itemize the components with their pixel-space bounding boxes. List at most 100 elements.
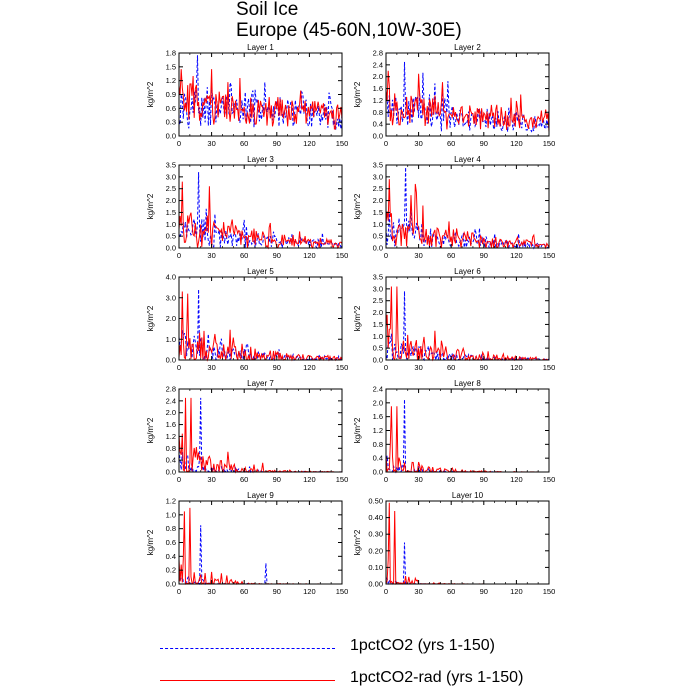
x-tick-label: 30	[414, 139, 422, 148]
y-tick-label: 0.0	[166, 132, 176, 141]
x-tick-label: 30	[414, 251, 422, 260]
x-tick-label: 120	[510, 251, 523, 260]
y-tick-label: 0.5	[373, 232, 383, 241]
y-tick-label: 2.4	[373, 60, 383, 69]
y-tick-label: 1.6	[373, 412, 383, 421]
series-line-1pctco2-rad	[178, 181, 343, 250]
series-line-1pctco2-rad	[178, 291, 343, 362]
x-tick-label: 150	[336, 475, 349, 484]
x-tick-label: 0	[384, 251, 388, 260]
y-tick-label: 3.5	[373, 161, 383, 170]
y-tick-label: 0.00	[368, 580, 383, 589]
y-axis-label: kg/m^2	[353, 81, 362, 107]
y-tick-label: 2.0	[373, 196, 383, 205]
x-tick-label: 150	[543, 363, 556, 372]
x-tick-label: 60	[447, 251, 455, 260]
x-tick-label: 60	[240, 251, 248, 260]
series-line-1pctco2	[178, 55, 343, 131]
y-tick-label: 1.2	[166, 497, 176, 506]
y-tick-label: 2.8	[373, 49, 383, 58]
plot-frame	[178, 500, 343, 585]
x-tick-label: 30	[207, 251, 215, 260]
y-tick-label: 0.30	[368, 530, 383, 539]
plot-frame	[385, 388, 550, 473]
panel-layer-9: Layer 9 kg/m^2 0 30 60 90 120 150 0.0 0.2 0.4 0.6 0.…	[146, 491, 348, 596]
y-tick-label: 2.5	[373, 296, 383, 305]
panel-layer-4: Layer 4 kg/m^2 0 30 60 90 120 150 0.0 0.5 1.0 1.5 2.…	[353, 155, 555, 260]
legend-entry-1pctco2-rad: 1pctCO2-rad (yrs 1-150)	[160, 669, 600, 693]
y-tick-label: 4.0	[166, 273, 176, 282]
x-tick-label: 150	[336, 251, 349, 260]
y-tick-label: 2.0	[373, 308, 383, 317]
x-tick-label: 150	[543, 139, 556, 148]
panel-layer-7: Layer 7 kg/m^2 0 30 60 90 120 150 0.0 0.4 0.8 1.2 1.…	[146, 379, 348, 484]
x-tick-label: 30	[207, 363, 215, 372]
y-tick-label: 0.4	[166, 456, 176, 465]
y-tick-label: 0.9	[166, 90, 176, 99]
y-tick-label: 0.5	[373, 344, 383, 353]
y-axis-label: kg/m^2	[146, 81, 155, 107]
x-tick-label: 0	[177, 475, 181, 484]
panel-title: Layer 7	[247, 379, 274, 388]
x-tick-label: 90	[273, 251, 281, 260]
plot-frame	[178, 52, 343, 137]
series-line-1pctco2-rad	[385, 502, 549, 585]
y-tick-label: 3.5	[373, 273, 383, 282]
panel-layer-1: Layer 1 kg/m^2 0 30 60 90 120 150 0.0 0.3 0.6 0.9 1.…	[146, 43, 348, 148]
y-tick-label: 1.2	[166, 76, 176, 85]
y-tick-label: 0.8	[373, 108, 383, 117]
series-line-1pctco2-rad	[178, 69, 343, 130]
plot-frame	[385, 164, 550, 249]
x-tick-label: 60	[447, 139, 455, 148]
y-tick-label: 0.50	[368, 497, 383, 506]
panel-title: Layer 3	[247, 155, 274, 164]
y-tick-label: 1.0	[373, 220, 383, 229]
x-tick-label: 30	[207, 587, 215, 596]
y-tick-label: 2.0	[166, 408, 176, 417]
y-tick-label: 0.5	[166, 232, 176, 241]
x-tick-label: 60	[240, 475, 248, 484]
panel-title: Layer 8	[454, 379, 481, 388]
x-tick-label: 120	[510, 587, 523, 596]
y-axis-label: kg/m^2	[353, 193, 362, 219]
x-tick-label: 90	[480, 139, 488, 148]
y-tick-label: 2.5	[166, 184, 176, 193]
x-tick-label: 150	[543, 587, 556, 596]
y-tick-label: 1.6	[373, 84, 383, 93]
x-tick-label: 30	[414, 363, 422, 372]
x-tick-label: 120	[303, 475, 316, 484]
y-tick-label: 0.20	[368, 546, 383, 555]
x-tick-label: 60	[447, 363, 455, 372]
x-tick-label: 150	[336, 363, 349, 372]
x-tick-label: 30	[414, 587, 422, 596]
panel-title: Layer 2	[454, 43, 481, 52]
series-line-1pctco2	[385, 61, 550, 133]
y-tick-label: 1.0	[166, 335, 176, 344]
series-line-1pctco2-rad	[178, 397, 343, 474]
y-tick-label: 2.4	[166, 396, 176, 405]
y-tick-label: 2.8	[166, 385, 176, 394]
y-tick-label: 1.8	[166, 49, 176, 58]
y-tick-label: 1.5	[373, 208, 383, 217]
y-tick-label: 0.40	[368, 513, 383, 522]
x-tick-label: 30	[207, 475, 215, 484]
x-tick-label: 120	[510, 475, 523, 484]
y-tick-label: 1.6	[166, 420, 176, 429]
x-tick-label: 30	[414, 475, 422, 484]
y-tick-label: 0.0	[373, 132, 383, 141]
y-tick-label: 1.2	[166, 432, 176, 441]
plot-frame	[178, 388, 343, 473]
y-tick-label: 3.0	[373, 172, 383, 181]
x-tick-label: 90	[273, 475, 281, 484]
x-tick-label: 60	[447, 475, 455, 484]
y-axis-label: kg/m^2	[353, 529, 362, 555]
x-tick-label: 0	[177, 363, 181, 372]
x-tick-label: 90	[480, 251, 488, 260]
y-tick-label: 0.0	[373, 356, 383, 365]
y-tick-label: 0.8	[373, 440, 383, 449]
y-tick-label: 0.6	[166, 538, 176, 547]
y-tick-label: 1.0	[166, 220, 176, 229]
plot-frame	[385, 500, 550, 585]
y-tick-label: 3.5	[166, 161, 176, 170]
x-tick-label: 60	[240, 139, 248, 148]
